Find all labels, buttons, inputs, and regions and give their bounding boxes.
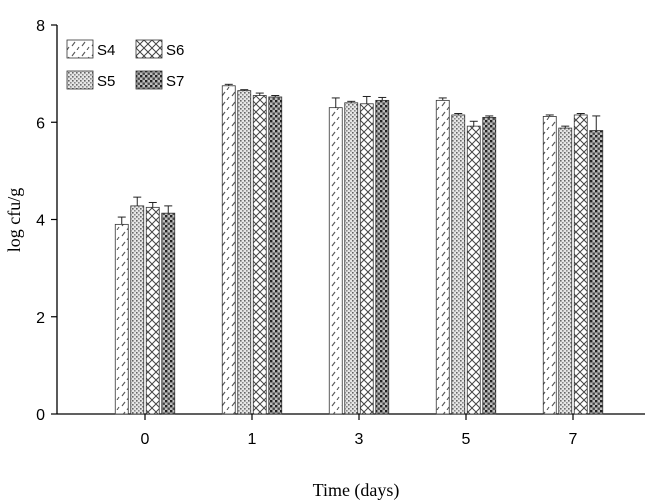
- bar-s4-day-1: [221, 85, 236, 415]
- y-axis-ticks: 0 2 4 6 8: [36, 18, 57, 424]
- bar-s6-day-7: [573, 114, 588, 415]
- x-tick-label: 1: [248, 431, 257, 448]
- x-tick-label: 3: [355, 431, 364, 448]
- bar-s4-day-0: [114, 223, 129, 415]
- y-tick-label: 8: [36, 18, 45, 35]
- bar-s7-day-3: [375, 99, 390, 415]
- bar-s7-day-7: [589, 130, 604, 415]
- bar-s7-day-1: [268, 96, 283, 415]
- legend: S4 S6 S5 S7: [66, 39, 184, 90]
- x-tick-label: 0: [141, 431, 150, 448]
- legend-swatch-s4: [66, 39, 94, 59]
- bar-s5-day-3: [344, 102, 359, 415]
- y-tick-label: 2: [36, 310, 45, 327]
- bar-s4-day-3: [328, 107, 343, 415]
- bar-s4-day-5: [435, 99, 450, 415]
- bar-s7-day-0: [161, 212, 176, 415]
- legend-label-s4: S4: [97, 42, 115, 59]
- bar-s7-day-5: [482, 116, 497, 415]
- legend-label-s7: S7: [166, 73, 184, 90]
- legend-swatch-s6: [135, 39, 163, 59]
- error-bars: [117, 83, 601, 225]
- x-tick-label: 7: [569, 431, 578, 448]
- y-tick-label: 4: [36, 213, 45, 230]
- y-tick-label: 0: [36, 407, 45, 424]
- x-axis-ticks: 0 1 3 5 7: [141, 414, 578, 448]
- x-tick-label: 5: [462, 431, 471, 448]
- bar-s6-day-5: [466, 125, 481, 415]
- bar-series: [114, 85, 604, 415]
- bar-s6-day-0: [145, 206, 160, 415]
- y-axis-title: log cfu/g: [4, 188, 24, 253]
- legend-label-s5: S5: [97, 73, 115, 90]
- bar-s5-day-1: [237, 90, 252, 415]
- x-axis-title: Time (days): [313, 480, 400, 501]
- bar-s6-day-3: [359, 103, 374, 415]
- bar-s5-day-5: [451, 114, 466, 415]
- y-tick-label: 6: [36, 115, 45, 132]
- bar-s5-day-7: [558, 127, 573, 415]
- legend-label-s6: S6: [166, 42, 184, 59]
- bar-s6-day-1: [252, 95, 267, 415]
- bar-s4-day-7: [542, 116, 557, 415]
- legend-swatch-s7: [135, 70, 163, 90]
- bar-s5-day-0: [130, 205, 145, 415]
- legend-swatch-s5: [66, 70, 94, 90]
